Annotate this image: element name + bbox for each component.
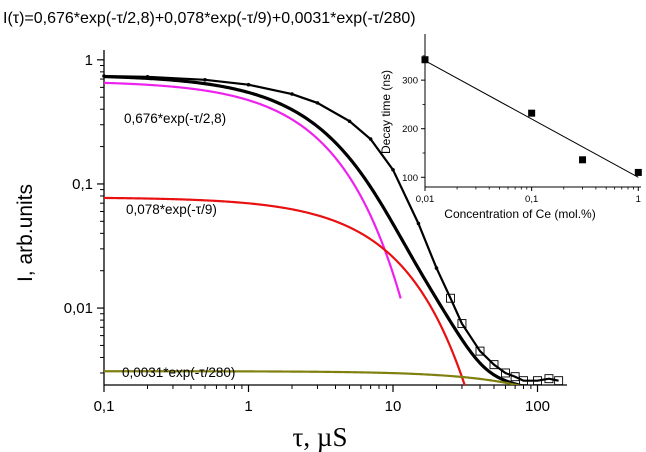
data-point [554,376,564,385]
inset-data-point [634,168,642,176]
y-tick-label: 1 [85,52,93,69]
data-point [246,82,251,87]
y-tick-label: 0,01 [64,300,93,317]
data-point [475,346,485,356]
component-curve-2 [104,81,402,299]
data-point [347,119,352,124]
x-tick-label: 0,1 [94,398,115,415]
data-point [500,368,510,378]
data-point [434,266,439,270]
x-axis-label: τ, µS [293,422,348,452]
x-tick-label: 1 [244,398,252,415]
inset-y-axis-label: Decay time (ns) [379,70,393,154]
annotation-component-2: 0,078*exp(-τ/9) [126,202,217,217]
data-point [446,293,455,303]
data-point [290,92,294,96]
y-tick-label: 0,1 [72,176,93,193]
fit-curve [104,75,525,385]
chart-formula-title: I(τ)=0,676*exp(-τ/2,8)+0,078*exp(-τ/9)+0… [3,10,416,27]
data-point [203,78,207,82]
inset-fit-line [424,60,639,178]
inset-y-tick-label: 200 [402,124,418,135]
inset-x-axis-label: Concentration of Ce (mol.%) [444,207,595,221]
x-tick-label: 10 [385,398,402,415]
data-point [489,360,499,370]
data-point [416,221,421,226]
inset-data-point [421,56,429,64]
main-plot: 0,1 1 10 100 0,01 0,1 1 [64,50,567,415]
y-axis-label: I, arb.units [14,184,37,282]
annotation-component-3: 0,0031*exp(-τ/280) [122,365,235,380]
inset-x-tick-label: 1 [636,194,641,205]
annotation-component-1: 0,676*exp(-τ/2,8) [124,111,226,126]
data-point [544,374,554,384]
data-point [368,137,373,141]
inset-x-tick-label: 0,1 [525,194,538,205]
inset-y-tick-label: 300 [402,76,418,87]
x-tick-label: 100 [525,398,550,415]
inset-x-tick-label: 0,01 [416,194,435,205]
inset-plot: 0,01 0,1 1 100 200 300 [402,34,642,205]
data-point [457,319,467,329]
inset-data-point [579,156,587,164]
data-point [391,168,395,172]
inset-data-point [528,109,536,117]
data-point [519,376,528,385]
inset-y-tick-label: 100 [402,173,418,184]
component-curve-4 [104,370,522,385]
component-curve-3 [104,196,466,385]
data-point [533,376,542,385]
data-point [315,101,320,105]
